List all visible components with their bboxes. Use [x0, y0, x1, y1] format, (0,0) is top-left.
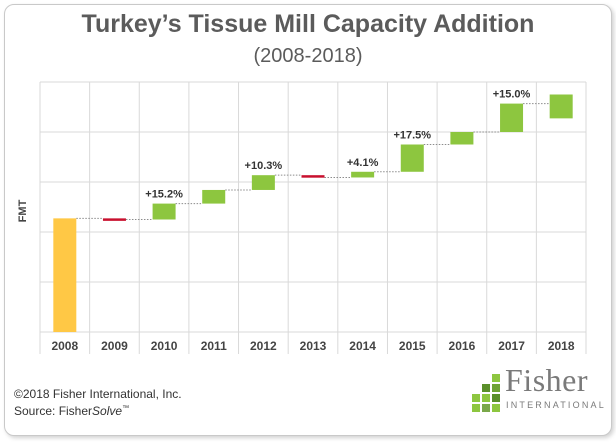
- source-text: Source: FisherSolve™: [14, 404, 129, 418]
- chart-title: Turkey’s Tissue Mill Capacity Addition: [81, 10, 535, 38]
- bar-2016: [450, 132, 474, 145]
- x-tick-2018: 2018: [548, 339, 575, 353]
- annotation-2012: +10.3%: [245, 160, 283, 172]
- x-tick-2014: 2014: [349, 339, 376, 353]
- annotation-2010: +15.2%: [145, 189, 183, 201]
- bar-2014: [351, 171, 375, 178]
- logo-wordmark: Fisher: [505, 362, 588, 398]
- annotation-2015: +17.5%: [393, 130, 431, 142]
- y-axis-label: FMT: [17, 199, 29, 222]
- annotation-2014: +4.1%: [347, 157, 379, 169]
- x-tick-2016: 2016: [449, 339, 476, 353]
- copyright-text: ©2018 Fisher International, Inc.: [14, 387, 182, 401]
- x-tick-2010: 2010: [151, 339, 178, 353]
- bar-2017: [500, 103, 524, 132]
- trademark-symbol: ™: [122, 405, 130, 412]
- bar-2012: [251, 175, 275, 190]
- x-tick-2008: 2008: [51, 339, 78, 353]
- bar-2018: [549, 94, 573, 119]
- chart-subtitle: (2008-2018): [253, 45, 363, 67]
- source-product: Solve: [92, 404, 123, 418]
- x-tick-2012: 2012: [250, 339, 277, 353]
- x-tick-2015: 2015: [399, 339, 426, 353]
- x-tick-2009: 2009: [101, 339, 128, 353]
- x-tick-2011: 2011: [201, 339, 227, 353]
- source-prefix: Source: Fisher: [14, 404, 93, 418]
- bar-2011: [202, 189, 226, 204]
- x-tick-2013: 2013: [300, 339, 327, 353]
- logo-tagline: INTERNATIONAL: [506, 400, 606, 410]
- bar-2015: [400, 144, 424, 172]
- bar-2013: [301, 175, 325, 178]
- bar-2009: [102, 218, 126, 221]
- fisher-logo-icon: [472, 374, 500, 412]
- x-tick-2017: 2017: [498, 339, 525, 353]
- bar-2010: [152, 203, 176, 220]
- annotation-2017: +15.0%: [493, 89, 531, 101]
- bar-2008: [53, 218, 77, 332]
